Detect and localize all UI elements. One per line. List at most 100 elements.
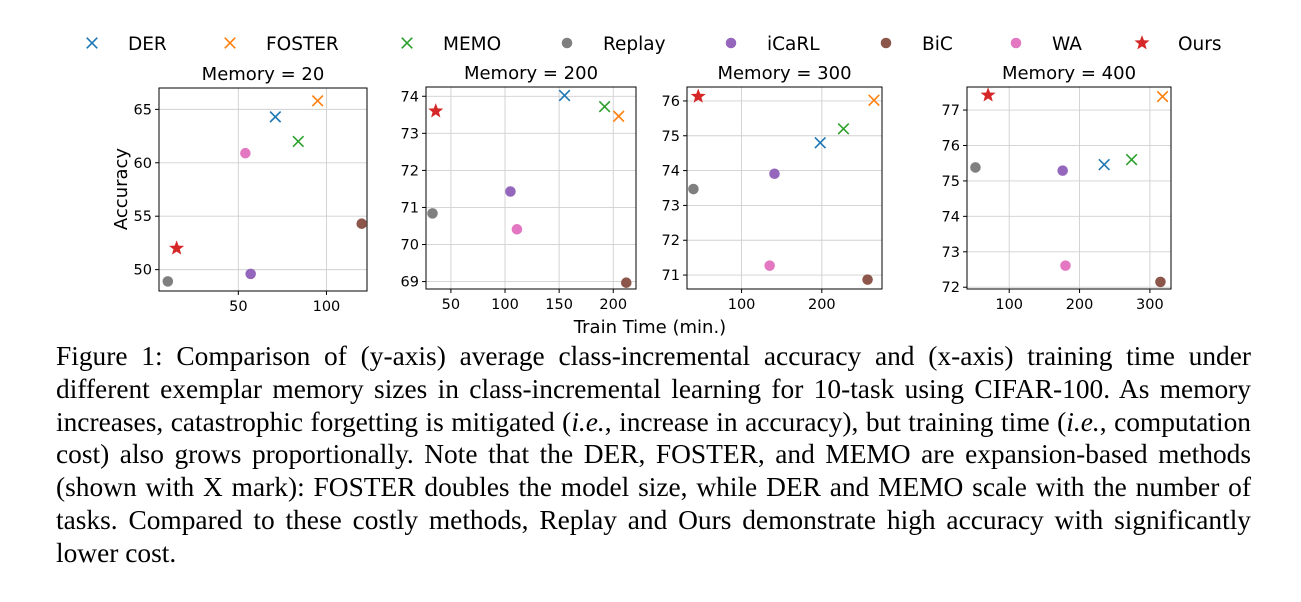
y-tick-label: 70: [401, 238, 419, 254]
legend-label-memo: MEMO: [443, 34, 501, 55]
y-tick-label: 73: [662, 198, 680, 214]
y-tick-label: 74: [401, 89, 419, 105]
legend-item-der: DER: [86, 34, 167, 55]
legend-marker-foster-icon: [224, 37, 236, 49]
point-replay: [970, 162, 981, 173]
legend-marker-der-icon: [86, 37, 98, 49]
scatter-panel-3: 100 200 71 72 73 74 75 76 Memory = 300: [662, 63, 883, 313]
point-ours: [690, 88, 706, 103]
panel-title: Memory = 200: [464, 63, 598, 84]
point-foster: [1156, 90, 1169, 103]
y-tick-label: 71: [401, 200, 419, 216]
point-ours: [169, 240, 185, 255]
legend-label-ours: Ours: [1178, 34, 1222, 55]
x-tick-label: 200: [808, 297, 836, 313]
point-replay: [688, 183, 699, 195]
point-der: [558, 89, 571, 102]
y-tick-label: 65: [134, 102, 152, 118]
y-tick-label: 71: [662, 268, 680, 284]
point-wa: [240, 147, 251, 159]
y-tick-label: 72: [662, 233, 680, 249]
figure-chart: DER FOSTER MEMO Replay iCaRL BiC WA Ours 50 1005…: [86, 34, 1222, 338]
axes-frame: [966, 86, 1172, 290]
point-replay: [162, 276, 174, 287]
x-tick-label: 150: [545, 297, 573, 313]
scatter-panel-1: 50 100 50 55 60 65 Memory = 20: [134, 64, 368, 315]
point-foster: [311, 94, 324, 107]
x-tick-label: 200: [1066, 297, 1094, 313]
y-tick-label: 72: [401, 163, 419, 179]
y-tick-label: 75: [942, 174, 960, 190]
point-icarl: [505, 186, 516, 197]
legend-marker-bic-icon: [880, 37, 892, 49]
figure-caption: Figure 1: Comparison of (y-axis) average…: [56, 341, 1252, 568]
legend-marker-icarl-icon: [725, 37, 737, 49]
y-tick-label: 60: [134, 156, 152, 172]
point-replay: [427, 208, 438, 219]
legend-marker-replay-icon: [561, 37, 573, 49]
point-der: [814, 136, 827, 149]
point-ours: [980, 87, 996, 102]
x-tick-label: 100: [491, 297, 519, 313]
y-tick-label: 72: [942, 280, 960, 296]
scatter-panel-2: 50 100 150 200 69 70 71 72 73 74 Memory = 200: [401, 63, 637, 313]
x-tick-label: 300: [1136, 297, 1164, 313]
point-wa: [511, 224, 523, 235]
point-icarl: [245, 268, 256, 280]
y-axis-label: Accuracy: [111, 148, 132, 231]
x-tick-label: 50: [442, 297, 460, 313]
point-bic: [862, 274, 873, 285]
panel-title: Memory = 300: [717, 63, 851, 84]
axes-frame: [158, 87, 368, 292]
legend-marker-wa-icon: [1010, 37, 1022, 49]
x-tick-label: 100: [313, 299, 341, 315]
legend-item-ours: Ours: [1134, 34, 1222, 55]
y-tick-label: 76: [662, 94, 680, 110]
x-tick-label: 200: [599, 297, 627, 313]
legend-label-wa: WA: [1052, 34, 1082, 55]
y-tick-label: 69: [401, 275, 419, 291]
point-memo: [1125, 153, 1138, 166]
point-foster: [612, 110, 625, 123]
point-der: [269, 111, 282, 123]
scatter-panel-4: 100 200 300 72 73 74 75 76 77 Memory = 400: [942, 63, 1172, 313]
legend-item-replay: Replay: [561, 34, 666, 55]
legend-label-der: DER: [128, 34, 167, 55]
legend-marker-ours-icon: [1134, 35, 1150, 50]
caption-label: Figure 1:: [56, 341, 163, 371]
point-bic: [620, 277, 632, 288]
y-tick-label: 73: [942, 245, 960, 261]
point-ours: [428, 103, 444, 118]
legend-item-bic: BiC: [880, 34, 953, 55]
y-tick-label: 76: [942, 138, 960, 154]
legend-item-icarl: iCaRL: [725, 34, 820, 55]
point-memo: [598, 100, 611, 113]
point-foster: [868, 94, 880, 107]
point-wa: [764, 260, 775, 271]
point-bic: [1155, 276, 1166, 288]
y-tick-label: 75: [662, 129, 680, 145]
axes-frame: [686, 86, 883, 290]
legend-marker-memo-icon: [401, 37, 413, 49]
y-tick-label: 50: [134, 263, 152, 279]
point-icarl: [769, 168, 780, 180]
legend-label-foster: FOSTER: [266, 34, 339, 55]
y-tick-label: 73: [401, 126, 419, 142]
point-bic: [356, 218, 367, 229]
legend-label-icarl: iCaRL: [767, 34, 820, 55]
legend-item-memo: MEMO: [401, 34, 501, 55]
legend-item-foster: FOSTER: [224, 34, 339, 55]
point-memo: [292, 135, 305, 148]
x-axis-label: Train Time (min.): [573, 317, 726, 338]
point-der: [1098, 158, 1111, 171]
x-tick-label: 50: [229, 299, 247, 315]
y-tick-label: 77: [942, 103, 960, 119]
legend: DER FOSTER MEMO Replay iCaRL BiC WA Ours: [86, 34, 1222, 55]
panel-title: Memory = 20: [202, 64, 325, 85]
y-tick-label: 55: [134, 209, 152, 225]
x-tick-label: 100: [728, 297, 756, 313]
legend-label-bic: BiC: [922, 34, 953, 55]
axes-frame: [425, 86, 637, 290]
x-tick-label: 100: [995, 297, 1023, 313]
point-icarl: [1057, 165, 1068, 176]
